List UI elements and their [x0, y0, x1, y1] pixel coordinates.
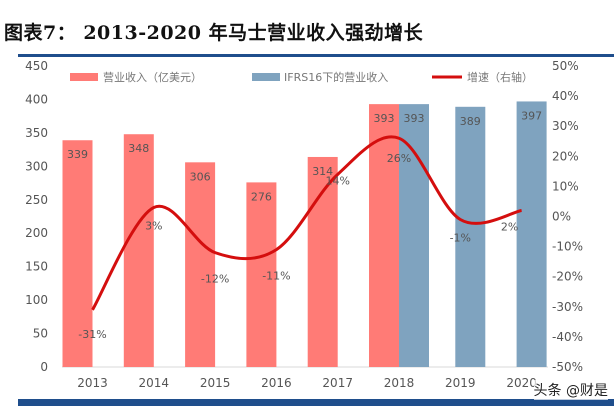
- legend-label-ifrs16: IFRS16下的营业收入: [284, 70, 388, 84]
- legend-label-growth: 增速（右轴）: [467, 70, 533, 84]
- bar-label-revenue: 314: [312, 165, 333, 178]
- bar-label-revenue: 348: [128, 142, 149, 155]
- x-tick-label: 2015: [200, 376, 231, 390]
- y-tick-label: 250: [25, 193, 48, 207]
- y2-tick-label: -40%: [552, 330, 583, 344]
- bar-revenue: [246, 182, 277, 367]
- x-tick-label: 2017: [322, 376, 353, 390]
- x-tick-label: 2013: [77, 376, 108, 390]
- bar-label-ifrs16: 393: [404, 112, 425, 125]
- growth-label: -12%: [201, 273, 229, 286]
- footer-divider: [18, 399, 614, 406]
- header-divider: [18, 54, 614, 57]
- bar-revenue: [369, 104, 399, 368]
- bar-label-revenue: 339: [67, 148, 88, 161]
- y2-tick-label: -30%: [552, 300, 583, 314]
- y2-tick-label: -50%: [552, 360, 583, 374]
- x-tick-label: 2014: [139, 376, 170, 390]
- y2-tick-label: -10%: [552, 240, 583, 254]
- y-tick-label: 350: [25, 126, 48, 140]
- bar-ifrs16-revenue: [399, 104, 429, 368]
- y2-tick-label: 30%: [552, 119, 579, 133]
- y-tick-label: 450: [25, 59, 48, 73]
- bar-label-revenue: 306: [190, 170, 211, 183]
- bar-ifrs16-revenue: [516, 101, 547, 367]
- y2-tick-label: -20%: [552, 270, 583, 284]
- y2-tick-label: 10%: [552, 179, 579, 193]
- y-tick-label: 100: [25, 293, 48, 307]
- y-tick-label: 300: [25, 159, 48, 173]
- growth-label: 3%: [145, 219, 162, 232]
- y-tick-label: 50: [33, 327, 48, 341]
- bar-ifrs16-revenue: [455, 106, 486, 368]
- y-tick-label: 0: [40, 360, 48, 374]
- growth-label: -11%: [262, 270, 290, 283]
- legend-swatch-ifrs16: [252, 73, 280, 81]
- growth-label: 26%: [387, 152, 411, 165]
- chart-title: 图表7： 2013-2020 年马士营业收入强劲增长: [4, 22, 424, 44]
- y2-tick-label: 40%: [552, 89, 579, 103]
- x-tick-label: 2016: [261, 376, 292, 390]
- legend-label-revenue: 营业收入（亿美元）: [103, 70, 202, 84]
- legend-swatch-revenue: [70, 73, 98, 81]
- growth-label: 14%: [325, 174, 349, 187]
- y2-tick-label: 20%: [552, 149, 579, 163]
- y2-tick-label: 0%: [552, 210, 571, 224]
- bar-label-ifrs16: 389: [460, 115, 481, 128]
- x-tick-label: 2018: [384, 376, 415, 390]
- y-tick-label: 400: [25, 92, 48, 106]
- growth-label: -31%: [78, 328, 106, 341]
- y2-tick-label: 50%: [552, 59, 579, 73]
- bar-revenue: [123, 134, 154, 367]
- growth-label: -1%: [450, 232, 471, 245]
- bar-revenue: [307, 156, 338, 367]
- bar-revenue: [62, 140, 93, 367]
- watermark: 头条 @财是: [533, 380, 608, 400]
- bar-label-ifrs16: 397: [521, 109, 542, 122]
- y-tick-label: 200: [25, 226, 48, 240]
- bar-label-revenue: 276: [251, 190, 272, 203]
- growth-label: 2%: [501, 220, 518, 233]
- x-tick-label: 2019: [445, 376, 476, 390]
- x-tick-label: 2020: [506, 376, 537, 390]
- bar-revenue: [185, 162, 216, 367]
- bar-label-revenue: 393: [374, 112, 395, 125]
- y-tick-label: 150: [25, 260, 48, 274]
